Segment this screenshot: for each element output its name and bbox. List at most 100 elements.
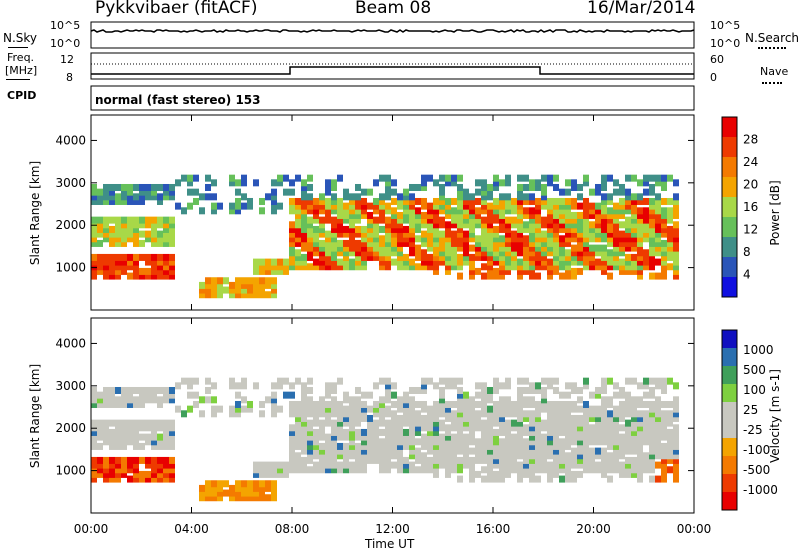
power-cell [361,253,367,261]
power-cell [289,230,295,238]
velocity-cell [499,461,505,469]
velocity-cell [385,419,391,427]
velocity-cell [463,442,469,450]
velocity-cell [499,428,505,436]
power-cell [361,249,367,257]
power-cell [541,221,547,229]
velocity-cell [613,428,619,436]
power-cell [451,207,457,215]
velocity-cell [547,424,553,432]
power-cell [121,230,127,238]
power-cell [601,263,607,271]
velocity-cell [289,433,295,441]
power-cell [439,183,445,191]
velocity-cell [649,405,655,413]
power-cell [541,202,547,210]
velocity-cell [307,452,313,460]
velocity-cell [565,470,571,478]
velocity-cell [589,391,595,399]
velocity-cell [211,489,217,497]
velocity-cell [535,438,541,446]
power-cell [661,225,667,233]
velocity-cell [433,414,439,422]
velocity-cell [307,456,313,464]
velocity-cell [565,382,571,390]
power-cell [337,211,343,219]
velocity-cell [481,438,487,446]
cpid-value: normal (fast stereo) 153 [95,93,261,107]
velocity-cell [253,461,259,469]
power-cell [265,263,271,271]
power-cell [445,207,451,215]
power-cell [97,230,103,238]
velocity-cell [445,410,451,418]
power-cell [601,202,607,210]
power-cell [481,235,487,243]
velocity-cell [661,424,667,432]
power-cell [487,249,493,257]
power-cell [343,244,349,252]
power-cell [91,183,97,191]
power-cell [151,239,157,247]
velocity-cell [127,438,133,446]
power-cell [361,207,367,215]
power-cell [427,225,433,233]
velocity-cell [391,414,397,422]
power-cell [637,272,643,280]
velocity-cell [313,405,319,413]
velocity-cell [439,461,445,469]
power-cell [211,193,217,201]
power-cell [349,211,355,219]
power-cell [661,267,667,275]
velocity-cell [559,456,565,464]
power-cell [493,230,499,238]
velocity-cell [373,410,379,418]
velocity-cell [589,410,595,418]
velocity-cell [205,396,211,404]
power-cell [457,272,463,280]
velocity-cell [529,419,535,427]
power-cell [649,202,655,210]
power-cell [241,202,247,210]
velocity-cell [151,470,157,478]
power-cell [361,244,367,252]
power-cell [601,193,607,201]
velocity-cell [361,461,367,469]
power-cell [445,179,451,187]
freq-panel-frame [90,52,695,80]
velocity-cell [631,410,637,418]
velocity-cell [625,400,631,408]
power-cell [379,174,385,182]
velocity-cell [319,424,325,432]
velocity-heatmap [91,377,679,502]
velocity-cell [229,382,235,390]
power-cell [559,225,565,233]
velocity-cell [673,433,679,441]
velocity-cell [355,442,361,450]
power-cell [535,216,541,224]
velocity-cell [337,447,343,455]
power-cell [649,197,655,205]
velocity-cell [271,400,277,408]
power-cell [307,249,313,257]
velocity-cell [517,438,523,446]
power-cell [247,291,253,299]
power-cell [631,174,637,182]
power-colorbar-tick-label: 28 [743,133,758,147]
power-cell [457,221,463,229]
power-cell [265,193,271,201]
power-cell [661,272,667,280]
velocity-cell [631,456,637,464]
velocity-cell [619,461,625,469]
power-cell [295,239,301,247]
power-cell [319,202,325,210]
velocity-cell [535,405,541,413]
power-cell [625,267,631,275]
velocity-cell [529,447,535,455]
velocity-cell [601,419,607,427]
power-cell [577,239,583,247]
power-cell [613,179,619,187]
power-cell [367,216,373,224]
velocity-cell [205,386,211,394]
power-cell [553,230,559,238]
